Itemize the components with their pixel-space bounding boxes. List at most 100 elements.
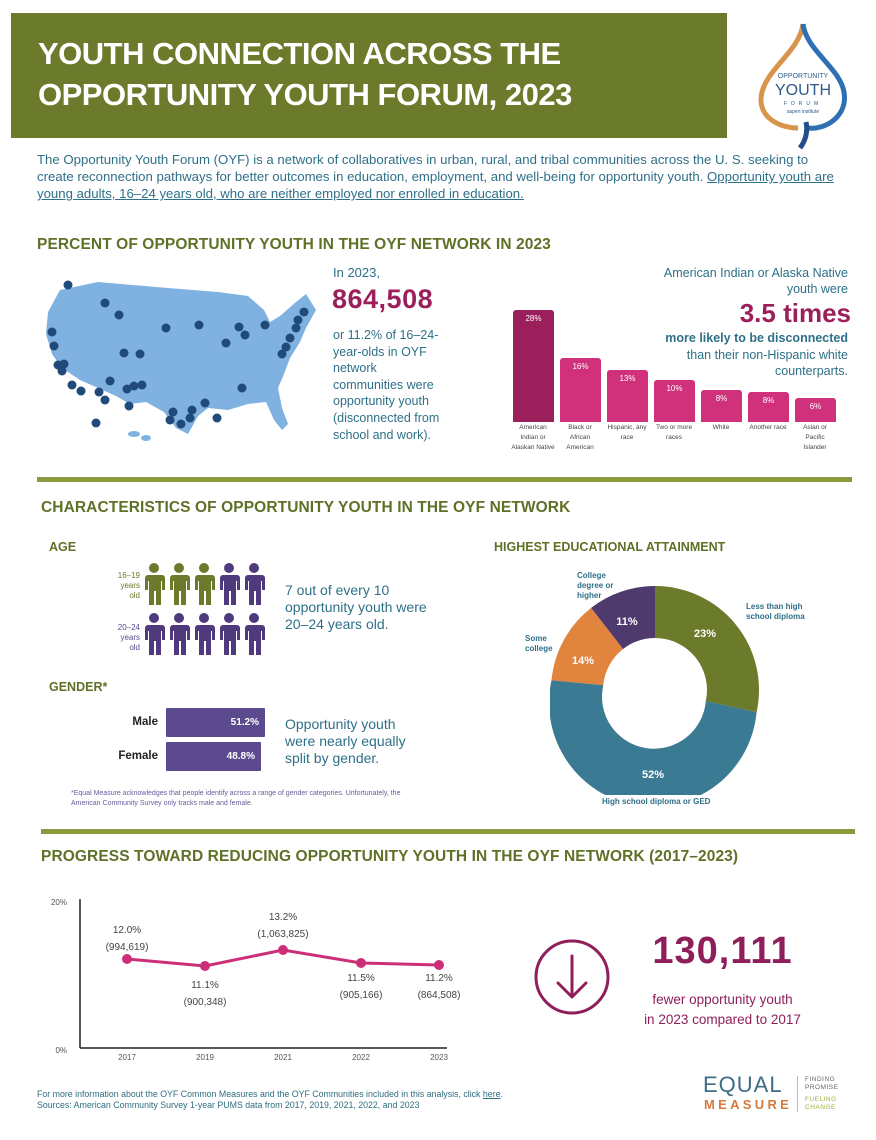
svg-text:11.1%: 11.1%: [191, 980, 219, 991]
svg-text:12.0%: 12.0%: [113, 925, 141, 936]
svg-text:(1,063,825): (1,063,825): [257, 929, 308, 940]
in-year-label: In 2023,: [333, 265, 380, 280]
segment-some-college: [551, 607, 624, 686]
opportunity-youth-description: or 11.2% of 16–24-year-olds in OYF netwo…: [333, 328, 440, 442]
logo-separator: [797, 1076, 798, 1112]
intro-text: The Opportunity Youth Forum (OYF) is a n…: [37, 152, 809, 184]
gender-heading: GENDER*: [49, 680, 108, 694]
footer-sources-line: Sources: American Community Survey 1-yea…: [37, 1100, 420, 1110]
hawaii-shape: [128, 431, 140, 437]
svg-text:13.2%: 13.2%: [269, 912, 297, 923]
opportunity-youth-count: 864,508: [332, 284, 434, 314]
svg-text:aspen institute: aspen institute: [787, 109, 819, 115]
education-heading: HIGHEST EDUCATIONAL ATTAINMENT: [494, 540, 726, 554]
svg-text:11%: 11%: [616, 616, 638, 628]
label-some-college: Some college: [525, 634, 553, 653]
age-pictogram: [143, 563, 273, 663]
svg-text:20%: 20%: [51, 898, 67, 907]
us-map-shape: [46, 282, 316, 434]
page-title-line1: YOUTH CONNECTION ACROSS THE: [38, 36, 561, 71]
footer-info-line: For more information about the OYF Commo…: [37, 1089, 503, 1099]
svg-text:2019: 2019: [196, 1053, 214, 1062]
race-label: Black or African American: [566, 424, 594, 451]
aian-callout-post: than their non-Hispanic white counterpar…: [686, 348, 848, 378]
section-heading-progress: PROGRESS TOWARD REDUCING OPPORTUNITY YOU…: [41, 848, 739, 865]
gender-label-female: Female: [118, 750, 158, 762]
title-banner: [11, 13, 727, 138]
progress-line-chart: 20% 0% 12.0% (994,619) 11.1% (900,348) 1…: [45, 893, 475, 1068]
logo-equal: EQUAL: [703, 1072, 783, 1097]
opportunity-youth-definition-link[interactable]: Opportunity youth are young adults, 16–2…: [37, 169, 834, 201]
down-arrow-circle-icon: [533, 938, 611, 1016]
leaf-drop-icon: OPPORTUNITY YOUTH FORUM aspen institute: [758, 23, 847, 150]
equal-measure-logo: EQUAL MEASURE FINDING PROMISE FUELING CH…: [703, 1072, 839, 1112]
aian-callout-pre: American Indian or Alaska Native youth w…: [663, 266, 848, 296]
logo-measure: MEASURE: [704, 1097, 793, 1112]
footer-text: For more information about the OYF Commo…: [37, 1089, 677, 1111]
bar-two-or-more: 10%: [654, 380, 695, 422]
race-label: Another race: [749, 424, 787, 431]
page-title-line2: OPPORTUNITY YOUTH FORUM, 2023: [38, 77, 572, 112]
svg-text:52%: 52%: [642, 769, 664, 781]
label-hs: High school diploma or GED: [602, 797, 711, 806]
race-bar-chart: 28% 16% 13% 10% 8% 8% 6% American Indian…: [511, 300, 843, 460]
age-heading: AGE: [49, 540, 77, 554]
bar-black: 16%: [560, 358, 601, 422]
bar-american-indian: 28%: [513, 310, 554, 422]
bar-hispanic: 13%: [607, 370, 648, 422]
svg-text:YOUTH: YOUTH: [775, 82, 831, 99]
aian-callout-multiplier: 3.5 times: [739, 298, 851, 328]
segment-hs: [549, 680, 757, 807]
segment-less-hs: [655, 586, 760, 713]
intro-paragraph: The Opportunity Youth Forum (OYF) is a n…: [37, 151, 837, 202]
section-divider: [41, 829, 855, 834]
svg-text:2017: 2017: [118, 1053, 136, 1062]
gender-bar-male: 51.2%: [166, 708, 265, 737]
label-less-hs: Less than high school diploma: [746, 602, 805, 621]
segment-college: [591, 586, 655, 649]
section-heading-characteristics: CHARACTERISTICS OF OPPORTUNITY YOUTH IN …: [41, 499, 571, 516]
race-label: White: [712, 424, 730, 431]
svg-text:2022: 2022: [352, 1053, 370, 1062]
aian-callout-emphasis: more likely to be disconnected: [665, 331, 848, 345]
age-description: 7 out of every 10 opportunity youth were…: [285, 582, 427, 632]
svg-text:2021: 2021: [274, 1053, 292, 1062]
label-college: College degree or higher: [577, 571, 614, 600]
svg-text:FORUM: FORUM: [784, 101, 822, 107]
reduction-description: fewer opportunity youth in 2023 compared…: [644, 992, 801, 1027]
svg-text:OPPORTUNITY: OPPORTUNITY: [778, 73, 829, 80]
section-heading-percent: PERCENT OF OPPORTUNITY YOUTH IN THE OYF …: [37, 236, 551, 253]
race-label: Asian or Pacific Islander: [803, 424, 827, 451]
svg-text:(900,348): (900,348): [184, 997, 227, 1008]
age-label-16-19: 16–19 years old: [117, 571, 140, 600]
here-link[interactable]: here: [482, 1089, 501, 1099]
oyf-logo: OPPORTUNITY YOUTH FORUM aspen institute: [748, 20, 858, 150]
svg-text:11.2%: 11.2%: [425, 973, 453, 984]
us-map: [38, 270, 328, 445]
gender-description: Opportunity youth were nearly equally sp…: [285, 716, 406, 766]
gender-bar-female: 48.8%: [166, 742, 261, 771]
bar-white: 8%: [701, 390, 742, 422]
gender-label-male: Male: [132, 716, 158, 728]
age-label-20-24: 20–24 years old: [117, 623, 140, 652]
svg-text:0%: 0%: [55, 1046, 67, 1055]
svg-text:14%: 14%: [572, 655, 594, 667]
bar-another-race: 8%: [748, 392, 789, 422]
person-icon-young: [145, 563, 215, 605]
gender-footnote: *Equal Measure acknowledges that people …: [71, 790, 401, 807]
svg-text:(905,166): (905,166): [340, 990, 383, 1001]
community-dots: [47, 280, 309, 429]
svg-text:11.5%: 11.5%: [347, 973, 375, 984]
race-label: Hispanic, any race: [607, 424, 647, 441]
svg-text:(994,619): (994,619): [106, 942, 149, 953]
reduction-count: 130,111: [652, 930, 793, 972]
race-label: American Indian or Alaskan Native: [511, 424, 555, 451]
page-title: YOUTH CONNECTION ACROSS THE OPPORTUNITY …: [38, 33, 718, 115]
education-donut-chart: 23% 52% 14% 11%: [549, 585, 760, 807]
bar-asian-pacific: 6%: [795, 398, 836, 422]
section-divider: [37, 477, 852, 482]
svg-text:(864,508): (864,508): [418, 990, 461, 1001]
race-label: Two or more races: [655, 424, 693, 441]
data-points: [122, 945, 444, 971]
svg-text:2023: 2023: [430, 1053, 448, 1062]
